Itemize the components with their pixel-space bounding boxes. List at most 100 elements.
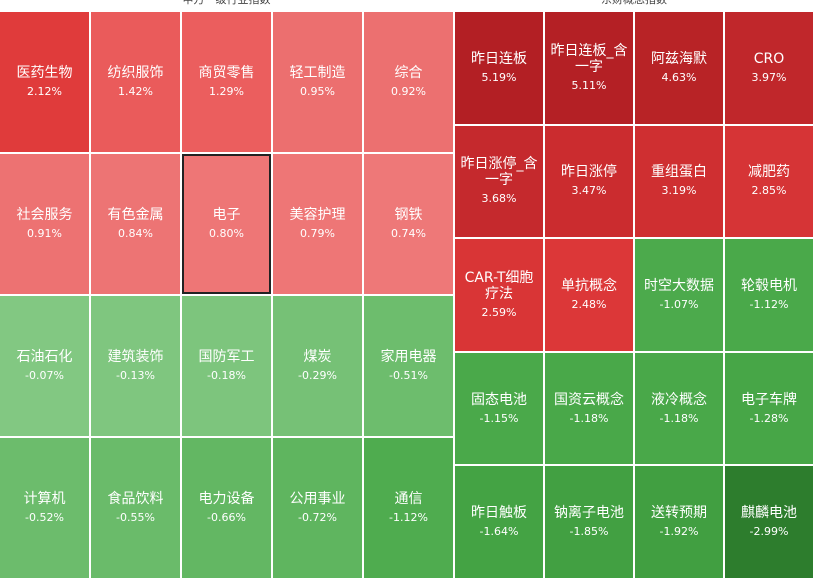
tile-change: 0.95%	[300, 85, 335, 98]
tile-change: -0.51%	[389, 369, 428, 382]
tile[interactable]: 减肥药 2.85%	[725, 125, 813, 238]
tile-name: 石油石化	[16, 349, 73, 365]
tile-name: 食品饮料	[107, 491, 164, 507]
tile[interactable]: 麒麟电池 -2.99%	[725, 466, 813, 578]
tile-change: -1.18%	[569, 411, 609, 425]
tile[interactable]: 国防军工 -0.18%	[182, 296, 271, 436]
tile-change: 4.63%	[661, 70, 697, 84]
tile-name: 电力设备	[198, 491, 255, 507]
tile-change: 0.79%	[300, 227, 335, 240]
tile-name: 钠离子电池	[554, 505, 624, 522]
tile-change: 2.48%	[571, 297, 607, 311]
tile[interactable]: 石油石化 -0.07%	[0, 296, 89, 436]
tile[interactable]: 计算机 -0.52%	[0, 438, 89, 578]
tile[interactable]: 轮毂电机 -1.12%	[725, 239, 813, 351]
tile-change: -0.72%	[298, 511, 337, 524]
tile[interactable]: 固态电池 -1.15%	[455, 352, 543, 465]
tile-change: 5.11%	[571, 78, 607, 92]
tile-change: 0.91%	[27, 227, 62, 240]
tile-name: 公用事业	[289, 491, 346, 507]
tile[interactable]: 有色金属 0.84%	[91, 154, 180, 294]
tile-change: 2.59%	[481, 305, 517, 319]
tile[interactable]: 液冷概念 -1.18%	[635, 352, 723, 465]
tile-name: 纺织服饰	[107, 65, 164, 81]
tile[interactable]: 建筑装饰 -0.13%	[91, 296, 180, 436]
tile[interactable]: 煤炭 -0.29%	[273, 296, 362, 436]
tile-name: CAR-T细胞疗法	[464, 269, 534, 302]
panel-title: 申万一级行业指数	[0, 0, 453, 6]
tile[interactable]: 电子 0.80%	[182, 154, 271, 294]
tile[interactable]: 昨日连板 5.19%	[455, 12, 543, 124]
tile-name: 社会服务	[16, 207, 73, 223]
tile[interactable]: 综合 0.92%	[364, 12, 453, 152]
tile-change: 3.68%	[481, 192, 517, 206]
tile[interactable]: 轻工制造 0.95%	[273, 12, 362, 152]
tile-change: -0.07%	[25, 369, 64, 382]
panel: 东财概念指数昨日连板 5.19% 昨日连板_含一字 5.11% 阿兹海默 4.63% CRO…	[455, 0, 813, 578]
tile-name: 综合	[394, 65, 423, 81]
tile[interactable]: 纺织服饰 1.42%	[91, 12, 180, 152]
tile-change: -0.66%	[207, 511, 246, 524]
tile[interactable]: 家用电器 -0.51%	[364, 296, 453, 436]
tile[interactable]: 社会服务 0.91%	[0, 154, 89, 294]
tile[interactable]: 医药生物 2.12%	[0, 12, 89, 152]
tile[interactable]: CRO 3.97%	[725, 12, 813, 124]
tile[interactable]: 钢铁 0.74%	[364, 154, 453, 294]
tile[interactable]: 电子车牌 -1.28%	[725, 352, 813, 465]
tile[interactable]: CAR-T细胞疗法 2.59%	[455, 239, 543, 351]
tile-change: 0.80%	[209, 227, 244, 240]
tile[interactable]: 昨日涨停_含一字 3.68%	[455, 125, 543, 238]
tile-change: 3.19%	[661, 184, 697, 198]
tile-name: 昨日涨停_含一字	[460, 156, 538, 189]
tile[interactable]: 钠离子电池 -1.85%	[545, 466, 633, 578]
tile-change: -0.52%	[25, 511, 64, 524]
tile-name: 煤炭	[303, 349, 332, 365]
tile[interactable]: 通信 -1.12%	[364, 438, 453, 578]
tile[interactable]: 昨日涨停 3.47%	[545, 125, 633, 238]
tile[interactable]: 昨日触板 -1.64%	[455, 466, 543, 578]
tile-change: -0.55%	[116, 511, 155, 524]
tile-name: 重组蛋白	[651, 164, 707, 181]
tile[interactable]: 商贸零售 1.29%	[182, 12, 271, 152]
panel-title: 东财概念指数	[455, 0, 813, 6]
tile[interactable]: 电力设备 -0.66%	[182, 438, 271, 578]
tile-name: 电子	[212, 207, 241, 223]
tile-change: 5.19%	[481, 70, 517, 84]
tile[interactable]: 食品饮料 -0.55%	[91, 438, 180, 578]
tile-name: 轮毂电机	[741, 277, 797, 294]
tile-name: 阿兹海默	[651, 50, 707, 67]
tile[interactable]: 单抗概念 2.48%	[545, 239, 633, 351]
tile-change: 3.97%	[751, 70, 787, 84]
tile[interactable]: 国资云概念 -1.18%	[545, 352, 633, 465]
tile-name: 送转预期	[651, 505, 707, 522]
tile-name: 医药生物	[16, 65, 73, 81]
tile-name: 昨日连板	[471, 50, 527, 67]
tile[interactable]: 美容护理 0.79%	[273, 154, 362, 294]
tile[interactable]: 送转预期 -1.92%	[635, 466, 723, 578]
tile-name: 麒麟电池	[741, 505, 797, 522]
tile-name: 有色金属	[107, 207, 164, 223]
tile-name: 钢铁	[394, 207, 423, 223]
tile-name: 轻工制造	[289, 65, 346, 81]
tile-change: -0.29%	[298, 369, 337, 382]
tile-change: -1.12%	[749, 297, 789, 311]
tile-change: -1.64%	[479, 525, 519, 539]
tile[interactable]: 昨日连板_含一字 5.11%	[545, 12, 633, 124]
tile-change: 0.74%	[391, 227, 426, 240]
tile[interactable]: 重组蛋白 3.19%	[635, 125, 723, 238]
tile[interactable]: 时空大数据 -1.07%	[635, 239, 723, 351]
tile-grid: 医药生物 2.12% 纺织服饰 1.42% 商贸零售 1.29% 轻工制造 0.95% 综合 0.…	[0, 12, 453, 578]
tile-change: -1.92%	[659, 525, 699, 539]
tile-change: -1.18%	[659, 411, 699, 425]
tile-name: 通信	[394, 491, 423, 507]
tile[interactable]: 阿兹海默 4.63%	[635, 12, 723, 124]
tile-name: 昨日触板	[471, 505, 527, 522]
tile-change: -0.13%	[116, 369, 155, 382]
tile-change: -1.28%	[749, 411, 789, 425]
tile[interactable]: 公用事业 -0.72%	[273, 438, 362, 578]
tile-change: -1.15%	[479, 411, 519, 425]
tile-change: 1.42%	[118, 85, 153, 98]
tile-change: 0.92%	[391, 85, 426, 98]
tile-change: 1.29%	[209, 85, 244, 98]
tile-change: 3.47%	[571, 184, 607, 198]
